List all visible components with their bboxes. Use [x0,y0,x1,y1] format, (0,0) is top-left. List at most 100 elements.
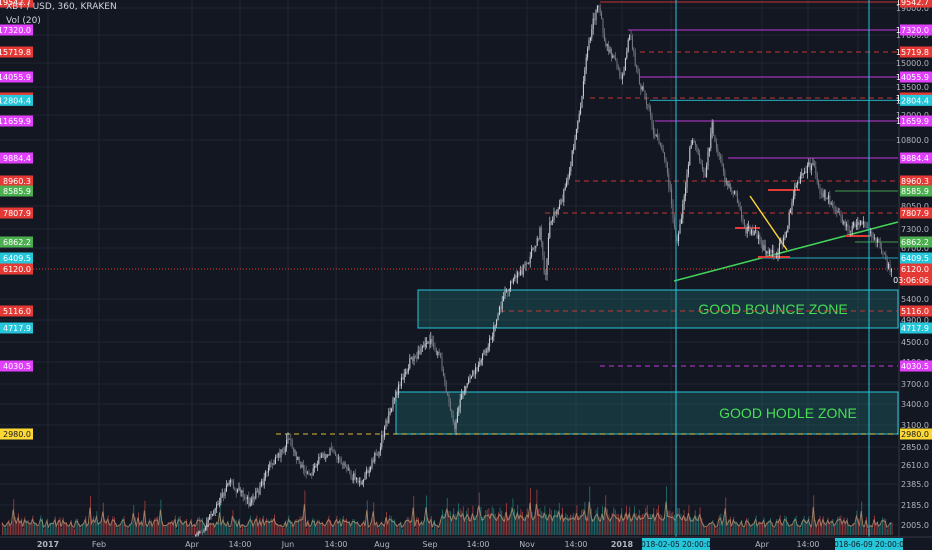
candle-body [686,174,688,188]
time-marker-label: 2018-02-05 20:00:00 [636,540,716,549]
volume-bar [35,522,37,535]
candle-body [454,422,456,430]
candle-body [850,230,852,232]
volume-bar [243,525,245,535]
price-label: 4030.5 [901,362,929,371]
candle-body [704,172,706,178]
volume-bar [789,527,791,535]
candle-body [452,414,454,423]
volume-bar [117,527,119,535]
volume-bar [43,528,45,535]
volume-bar [406,517,408,535]
volume-bar [170,522,171,535]
candle-body [353,473,355,481]
volume-bar [474,516,475,535]
candle-body [532,247,534,250]
candle-body [564,187,566,190]
volume-bar [211,523,213,535]
volume-bar [312,517,314,535]
candle-body [827,195,829,199]
left-price-label: 5116.0 [3,307,31,316]
candle-body [734,191,736,194]
price-label: 15719.8 [896,48,929,57]
volume-bar [360,527,362,535]
candle-body [582,81,584,97]
volume-bar [885,519,887,535]
volume-bar [877,521,879,535]
candle-body [570,166,572,172]
candle-body [332,449,334,452]
volume-bar [632,515,634,535]
candle-body [769,250,771,255]
candle-body [574,139,576,149]
candle-body [423,346,425,348]
left-price-label-bg [0,0,33,8]
volume-bar [141,520,143,535]
volume-bar [680,513,682,535]
volume-bar [510,507,512,535]
volume-bar [603,516,605,535]
candle-body [848,230,850,232]
volume-bar [787,522,789,535]
candle-body [605,41,607,46]
candle-body [211,514,213,515]
volume-bar [26,520,27,535]
candle-body [399,384,401,387]
candle-body [629,35,631,40]
candle-body [259,485,261,495]
candle-body [336,455,338,460]
candle-body [225,485,227,492]
candle-body [414,356,416,358]
candle-body [472,370,474,377]
price-label-bg [900,185,932,197]
volume-bar [30,523,32,535]
volume-bar [96,511,98,535]
candle-body [767,251,769,255]
candle-body [266,471,268,473]
candle-body [232,480,234,489]
time-axis[interactable]: 2017 Feb Apr 14:00 Jun 14:00 Aug Sep 14:00 Nov 14:… [0,536,932,550]
volume-bar [13,499,15,535]
candle-body [318,456,320,464]
candle-body [451,410,453,415]
trend-line-support [673,221,899,282]
candle-body [312,468,314,476]
candle-body [885,253,887,260]
candle-body [736,193,738,203]
volume-bar [715,528,717,535]
volume-bar [613,507,615,535]
volume-bar [850,526,851,535]
candle-body [378,451,380,456]
volume-bar [827,517,829,535]
volume-bar [488,508,490,535]
candle-body [741,210,743,220]
volume-bar [213,522,215,535]
volume-bar [194,524,195,535]
candle-body [224,491,226,496]
volume-bar [224,523,226,535]
candle-body [349,468,351,471]
volume-bar [392,519,394,535]
candle-body [853,222,855,226]
volume-bar [21,518,23,535]
price-tick-label: 2385.0 [901,480,929,489]
volume-bar [11,521,13,535]
candle-body [546,259,548,275]
candle-body [869,231,871,233]
price-label-bg [900,71,932,83]
volume-bar [198,516,200,535]
volume-bar [485,510,487,535]
volume-bar [424,516,426,535]
candle-body [714,135,716,143]
volume-bar [429,521,431,535]
candle-body [444,376,446,382]
volume-bar [624,514,626,535]
volume-bar [845,522,847,535]
volume-bar [653,507,655,535]
volume-bar [395,524,397,535]
time-tick-label: Apr [185,540,200,549]
left-price-label-bg [0,322,33,334]
candle-body [322,454,324,456]
